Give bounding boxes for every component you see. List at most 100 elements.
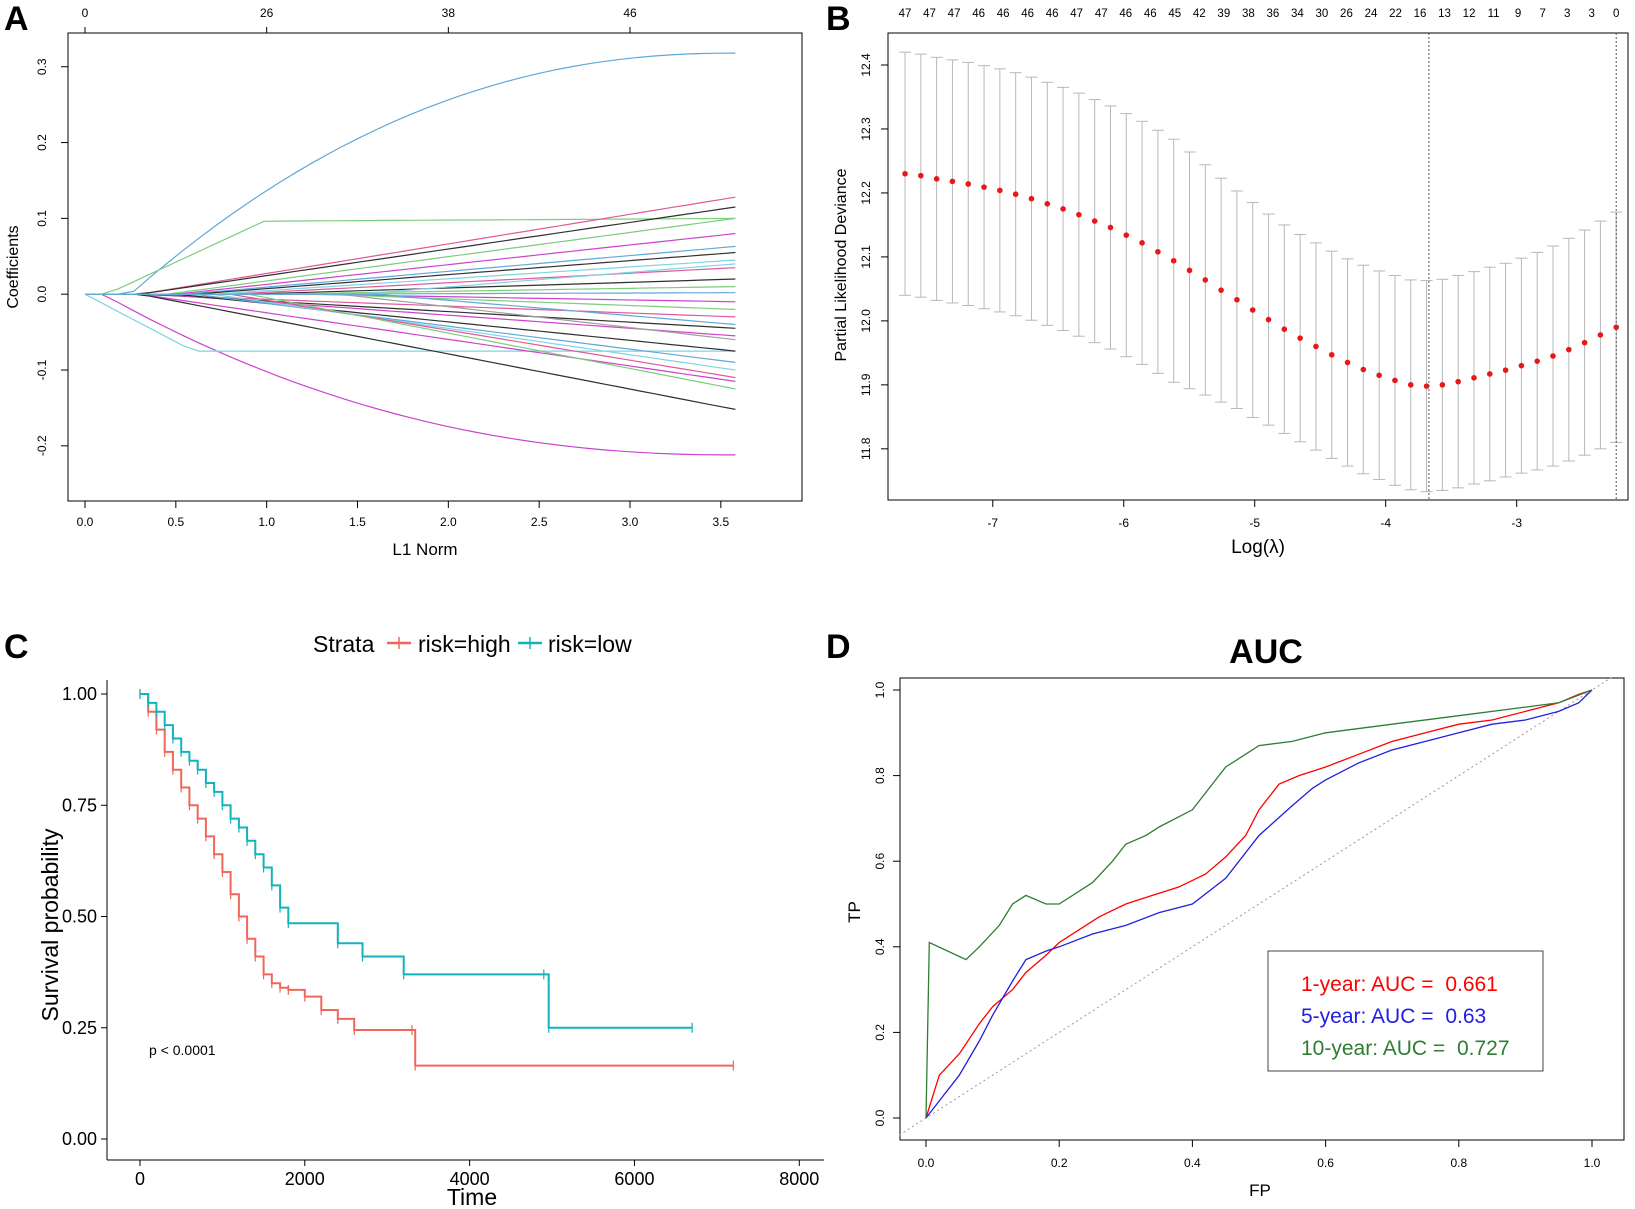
coef-path-6	[85, 217, 736, 295]
c-xtick-label-0: 0	[135, 1169, 145, 1189]
deviance-point-17	[1170, 257, 1177, 264]
coef-path-5	[85, 206, 736, 295]
panel-b-ylabel: Partial Likelihood Deviance	[833, 168, 850, 361]
coef-path-0	[85, 52, 736, 295]
panel-a-coef-lines	[84, 52, 736, 456]
roc-legend-1yr-label: 1-year: AUC =	[1301, 973, 1439, 996]
b-top-label-3: 46	[972, 8, 985, 20]
panel-d-xlabel: FP	[1249, 1181, 1271, 1200]
panel-c-curves	[139, 689, 734, 1071]
panel-letter-d: D	[826, 628, 851, 666]
b-xtick-label-0: -7	[987, 516, 998, 530]
panel-a-lasso-path: 0.0 0.5 1.0 1.5 2.0 2.5 3.0 3.5 -0.2 -0.1 0.0 0.1 0.…	[5, 6, 803, 559]
coef-path-1	[85, 217, 736, 295]
coef-path-29	[85, 293, 736, 326]
d-ytick-label-2: 0.4	[873, 938, 887, 955]
deviance-point-38	[1502, 367, 1509, 373]
roc-legend-10yr-label: 10-year: AUC =	[1301, 1037, 1451, 1060]
deviance-point-21	[1234, 296, 1240, 303]
panel-letter-a: A	[4, 0, 29, 38]
deviance-point-0	[902, 170, 908, 177]
b-ytick-label-3: 12.1	[859, 245, 873, 269]
deviance-point-32	[1407, 382, 1414, 388]
panel-d-curves	[899, 676, 1613, 1136]
coef-path-26	[85, 293, 736, 410]
b-top-label-17: 30	[1316, 8, 1329, 20]
d-ytick-label-5: 1.0	[873, 681, 887, 698]
deviance-point-25	[1297, 335, 1303, 341]
a-xtick-label-2: 1.0	[258, 515, 275, 529]
panel-b-points	[899, 33, 1623, 500]
deviance-point-45	[1613, 324, 1620, 331]
b-top-label-16: 34	[1291, 8, 1304, 20]
deviance-point-39	[1518, 362, 1525, 369]
deviance-point-34	[1439, 382, 1446, 388]
a-ytick-label-1: -0.1	[35, 359, 49, 380]
deviance-point-4	[965, 181, 972, 187]
km-legend-title: Strata	[313, 631, 375, 657]
deviance-point-2	[933, 176, 940, 182]
roc-legend-10yr-value: 0.727	[1457, 1037, 1510, 1060]
a-ytick-label-0: -0.2	[35, 435, 49, 456]
c-xtick-label-3: 6000	[614, 1169, 654, 1189]
b-top-label-14: 38	[1242, 8, 1255, 20]
panel-letter-c: C	[4, 628, 29, 666]
c-xtick-label-4: 8000	[779, 1169, 819, 1189]
panel-b-xlabel: Log(λ)	[1231, 537, 1285, 558]
panel-a-frame	[67, 32, 803, 502]
b-xtick-label-4: -3	[1511, 516, 1522, 530]
deviance-point-3	[949, 178, 956, 185]
b-ytick-label-0: 11.8	[859, 437, 873, 460]
deviance-point-40	[1534, 358, 1540, 364]
panel-d-axes: 0.0 0.2 0.4 0.6 0.8 1.0 0.0 0.2 0.4 0.6 0.8 1.0	[873, 681, 1601, 1170]
deviance-point-10	[1060, 206, 1066, 212]
deviance-point-31	[1392, 377, 1398, 384]
coef-path-20	[85, 293, 736, 352]
panel-c-axes: 0 2000 4000 6000 8000 0.00 0.25 0.50 0.75 1.00	[62, 680, 824, 1189]
b-ytick-label-2: 12.0	[859, 309, 873, 333]
a-toptick-label-2: 38	[442, 6, 456, 20]
deviance-point-6	[997, 187, 1003, 194]
panel-a-ylabel: Coefficients	[5, 225, 22, 308]
km-legend-low-label: risk=low	[548, 631, 632, 657]
b-top-label-11: 45	[1168, 8, 1181, 20]
roc-legend-5yr-label: 5-year: AUC =	[1301, 1005, 1439, 1028]
a-ytick-label-5: 0.3	[35, 58, 49, 75]
roc-curve-10-year	[925, 689, 1593, 1119]
deviance-point-30	[1376, 372, 1382, 379]
a-xtick-label-7: 3.5	[712, 515, 729, 529]
d-ytick-label-0: 0.0	[873, 1109, 887, 1126]
deviance-point-8	[1028, 195, 1035, 202]
panel-c-km: Strata risk=high risk=low 0 2000 4000 6000 8…	[37, 631, 824, 1209]
roc-legend-1yr-value: 0.661	[1445, 973, 1498, 996]
coef-path-4	[85, 196, 736, 295]
roc-legend-10yr: 10-year: AUC = 0.727	[1301, 1037, 1510, 1060]
deviance-point-13	[1107, 224, 1114, 231]
deviance-point-5	[981, 184, 987, 190]
coef-path-19	[85, 293, 736, 337]
d-xtick-label-1: 0.2	[1051, 1156, 1068, 1170]
b-xtick-label-3: -4	[1380, 516, 1391, 530]
a-toptick-label-3: 46	[623, 6, 637, 20]
roc-legend-5yr: 5-year: AUC = 0.63	[1301, 1005, 1486, 1028]
deviance-point-42	[1566, 346, 1572, 353]
deviance-point-7	[1012, 191, 1019, 198]
deviance-point-36	[1471, 375, 1477, 381]
b-top-label-25: 9	[1515, 8, 1521, 20]
deviance-point-35	[1455, 378, 1461, 385]
deviance-point-16	[1155, 248, 1161, 255]
panel-a-xlabel: L1 Norm	[392, 540, 457, 559]
b-top-label-15: 36	[1266, 8, 1279, 20]
panel-c-xlabel: Time	[447, 1184, 497, 1209]
b-xtick-label-2: -5	[1249, 516, 1260, 530]
b-top-label-12: 42	[1193, 8, 1206, 20]
a-toptick-label-1: 26	[260, 6, 274, 20]
d-xtick-label-5: 1.0	[1584, 1156, 1601, 1170]
a-toptick-label-0: 0	[82, 6, 89, 20]
b-top-label-23: 12	[1463, 8, 1476, 20]
c-ytick-label-4: 1.00	[62, 684, 97, 704]
a-xtick-label-4: 2.0	[440, 515, 457, 529]
b-top-label-29: 0	[1613, 8, 1619, 20]
b-top-label-22: 13	[1438, 8, 1451, 20]
d-ytick-label-1: 0.2	[873, 1024, 887, 1041]
